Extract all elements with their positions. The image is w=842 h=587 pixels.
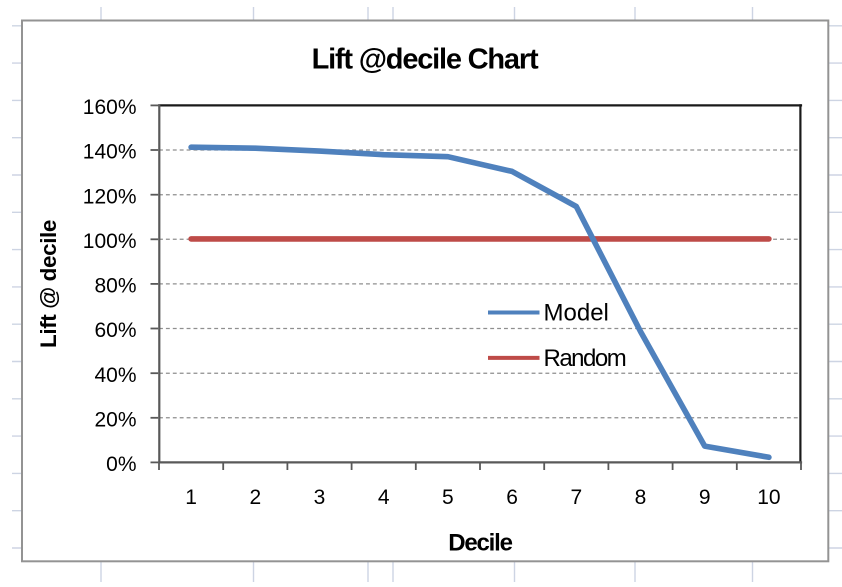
svg-text:20%: 20% [94,409,136,432]
svg-text:4: 4 [378,486,390,509]
svg-text:0%: 0% [106,453,136,476]
svg-text:7: 7 [570,486,582,509]
svg-text:Model: Model [544,300,609,327]
svg-text:80%: 80% [94,275,136,298]
svg-text:120%: 120% [83,185,137,208]
svg-text:40%: 40% [94,364,136,387]
svg-text:5: 5 [442,486,454,509]
svg-text:100%: 100% [83,230,137,253]
svg-text:140%: 140% [83,141,137,164]
svg-text:Lift @ decile: Lift @ decile [36,220,61,348]
svg-text:3: 3 [314,486,326,509]
svg-text:6: 6 [506,486,518,509]
svg-text:8: 8 [635,486,647,509]
svg-text:2: 2 [249,486,261,509]
svg-text:160%: 160% [83,96,137,119]
svg-text:10: 10 [757,486,780,509]
svg-text:Decile: Decile [448,530,512,557]
svg-text:Random: Random [544,345,626,372]
svg-text:Lift @decile Chart: Lift @decile Chart [312,43,539,75]
svg-text:60%: 60% [94,319,136,342]
svg-text:1: 1 [185,486,197,509]
svg-text:9: 9 [699,486,711,509]
